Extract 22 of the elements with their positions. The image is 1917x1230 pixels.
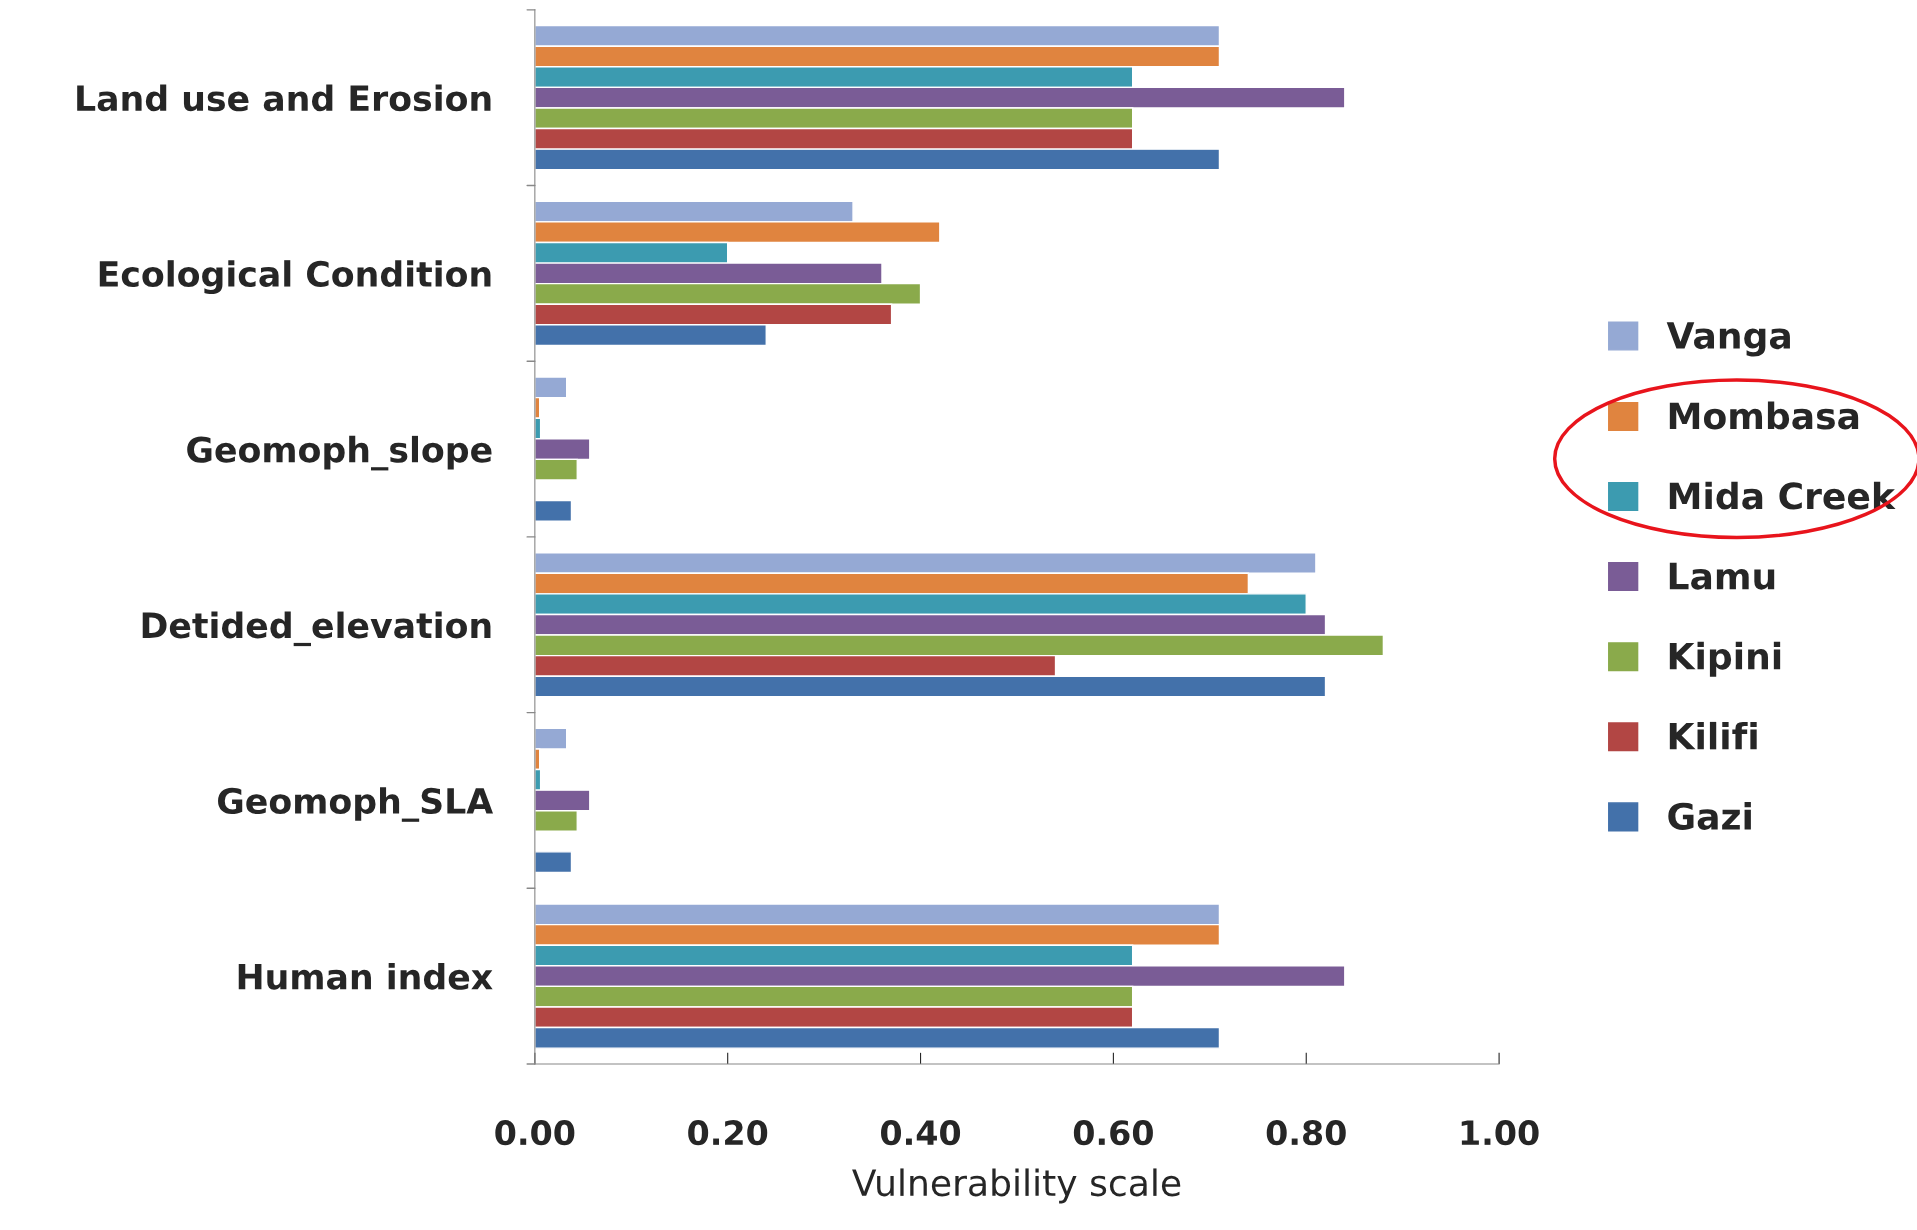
y-tick-label: Geomoph_SLA <box>218 787 494 822</box>
y-tick-label: Land use and Erosion <box>77 84 491 112</box>
legend-label: Mombasa <box>1669 401 1859 430</box>
x-tick-label: 0.60 <box>1073 1120 1153 1146</box>
y-tick-label: Geomoph_slope <box>187 435 492 471</box>
y-tick-label: Human index <box>238 962 493 990</box>
legend-label: Kilifi <box>1669 721 1757 750</box>
x-tick-label: 1.00 <box>1461 1120 1539 1146</box>
legend-label: Vanga <box>1666 322 1790 357</box>
x-tick-label: 0.80 <box>1266 1120 1346 1146</box>
x-tick-label: 0.20 <box>688 1120 768 1146</box>
x-tick-label: 0.00 <box>495 1120 575 1146</box>
legend-label: Gazi <box>1668 801 1751 830</box>
x-axis-title: Vulnerability scale <box>852 1168 1181 1204</box>
bar <box>534 499 573 522</box>
y-tick-label: Detided_elevation <box>142 611 491 647</box>
bar <box>534 851 573 874</box>
legend-label: Lamu <box>1669 562 1775 590</box>
legend-label: Kipini <box>1669 641 1781 677</box>
x-tick-label: 0.40 <box>881 1120 961 1146</box>
y-tick-label: Ecological Condition <box>99 260 491 295</box>
legend-label: Mida Creek <box>1669 481 1896 510</box>
